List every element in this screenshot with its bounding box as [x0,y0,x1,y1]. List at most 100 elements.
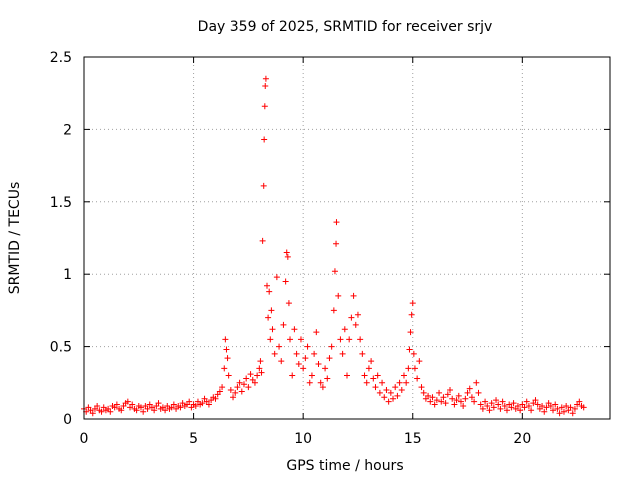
data-point [427,398,434,405]
data-point [324,375,331,382]
axis-ticks [83,56,610,420]
data-point [140,408,147,415]
data-point [238,388,245,395]
data-point [374,372,381,379]
data-point [280,321,287,328]
data-point [390,395,397,402]
data-point [261,103,268,110]
data-point [293,350,300,357]
data-point [262,75,269,82]
data-point [230,394,237,401]
data-point [475,389,482,396]
data-point [560,408,567,415]
data-point [205,401,212,408]
x-tick-label: 10 [294,431,312,447]
data-point [243,375,250,382]
data-point [457,398,464,405]
data-point [528,407,535,414]
data-point [254,372,261,379]
data-point [425,392,432,399]
data-point [346,336,353,343]
data-point [418,384,425,391]
x-tick-label: 5 [189,431,198,447]
data-point [224,355,231,362]
data-point [416,358,423,365]
data-point [271,350,278,357]
data-point [344,372,350,379]
data-point [488,400,495,407]
data-point [269,326,276,333]
data-point [462,395,469,402]
data-point [335,292,342,299]
x-tick-label: 0 [80,431,89,447]
data-point [365,365,372,372]
data-point [479,405,486,412]
chart-title: Day 359 of 2025, SRMTID for receiver srj… [198,19,493,35]
data-point [466,385,473,392]
data-point [411,365,418,372]
data-point [350,292,357,299]
tick-labels: 0 5 10 15 20 0 0.5 1 1.5 2 2.5 [50,50,532,447]
data-point [477,401,484,408]
data-point [464,389,471,396]
data-point [359,350,366,357]
data-point [381,394,388,401]
data-point [144,405,151,412]
data-point [339,350,346,357]
data-point [429,394,436,401]
data-point [460,402,467,409]
data-point [352,321,359,328]
x-tick-label: 15 [404,431,422,447]
data-point [510,400,517,407]
data-point [363,379,370,386]
data-point [442,400,449,407]
data-point [245,384,252,391]
data-point [319,384,326,391]
data-point [576,398,583,405]
data-point [532,397,539,404]
data-point [247,371,254,378]
data-point [262,82,269,89]
data-point [354,311,361,318]
data-point [493,397,500,404]
data-point [256,365,263,372]
data-point [387,389,394,396]
data-point [331,268,338,275]
data-point [295,360,302,367]
data-point [357,336,364,343]
data-point [341,326,348,333]
data-point [322,365,329,372]
data-point [300,365,307,372]
data-point [495,401,502,408]
data-point [543,404,550,411]
data-point [431,401,438,408]
data-point [558,404,565,411]
data-point [192,402,199,409]
data-point [523,398,530,405]
data-point [285,300,292,307]
data-point [89,410,96,417]
data-point [297,336,304,343]
data-point [563,402,570,409]
data-point [541,408,548,415]
data-point [482,398,489,405]
data-point [348,314,355,321]
y-tick-label: 2 [63,122,72,138]
data-point [315,360,322,367]
data-point [333,219,340,226]
data-point [376,389,383,396]
data-point [392,384,399,391]
data-point [436,389,443,396]
data-point [225,372,232,379]
data-point [221,365,228,372]
data-point [276,343,283,350]
data-point [98,408,105,415]
y-tick-label: 1 [63,267,72,283]
data-point [556,410,563,417]
data-point [177,404,184,411]
data-point [118,407,125,414]
data-point [410,350,417,357]
data-point [260,182,267,189]
x-axis-label: GPS time / hours [286,458,403,474]
